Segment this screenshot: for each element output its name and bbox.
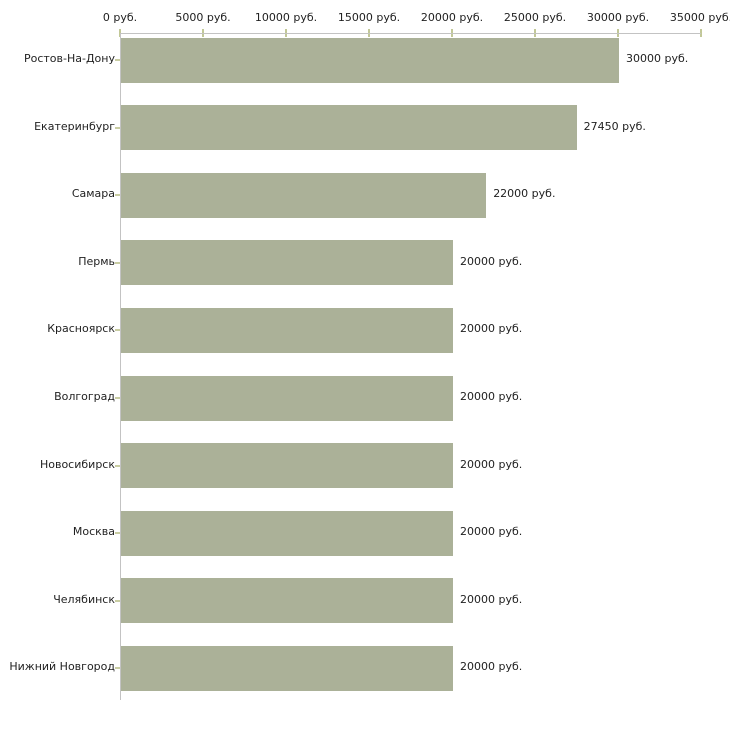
category-label: Челябинск [53,592,115,606]
x-axis-tick-label: 5000 руб. [175,11,231,24]
y-axis-tick [115,397,120,399]
y-axis-tick [115,599,120,602]
bar-value-label: 22000 руб. [493,187,556,201]
x-axis-line [120,33,701,34]
bar [121,37,619,83]
bar [121,240,453,286]
bar-value-label: 30000 руб. [626,52,689,65]
bar-value-label: 20000 руб. [460,525,523,539]
y-axis-tick [115,126,120,129]
x-axis-tick [700,29,702,37]
y-axis-tick [115,464,120,467]
bar-value-label: 20000 руб. [460,660,523,674]
bar [121,510,453,556]
y-axis-tick [115,261,120,264]
y-axis-tick [115,532,120,535]
bar-value-label: 20000 руб. [460,322,523,336]
x-axis-tick-label: 20000 руб. [420,11,484,24]
category-label: Пермь [78,254,115,268]
y-axis-tick [115,329,120,332]
category-label: Волгоград [54,390,115,403]
category-label: Красноярск [47,322,115,336]
category-label: Нижний Новгород [9,660,115,674]
bar-value-label: 20000 руб. [460,254,523,268]
y-axis-tick [115,59,120,61]
x-axis-tick-label: 30000 руб. [586,11,650,24]
bar [121,307,453,353]
x-axis-tick-label: 0 руб. [102,11,138,24]
bar [121,645,453,691]
bar [121,375,453,421]
bar-value-label: 20000 руб. [460,592,523,606]
x-axis-tick-label: 35000 руб. [669,11,730,24]
bar-value-label: 27450 руб. [583,119,646,133]
category-label: Ростов-На-Дону [23,52,115,65]
bar [121,172,487,218]
bar-value-label: 20000 руб. [460,457,523,471]
category-label: Новосибирск [39,457,115,471]
category-label: Москва [72,525,115,539]
bar [121,105,577,151]
bar [121,443,453,489]
category-label: Екатеринбург [34,119,115,133]
x-axis-tick-label: 25000 руб. [503,11,567,24]
category-label: Самара [71,187,115,201]
y-axis-line [120,33,121,700]
bar-value-label: 20000 руб. [460,390,523,403]
y-axis-tick [115,194,120,197]
y-axis-tick [115,667,120,670]
bar [121,578,453,624]
x-axis-tick-label: 10000 руб. [254,11,318,24]
x-axis-tick-label: 15000 руб. [337,11,401,24]
